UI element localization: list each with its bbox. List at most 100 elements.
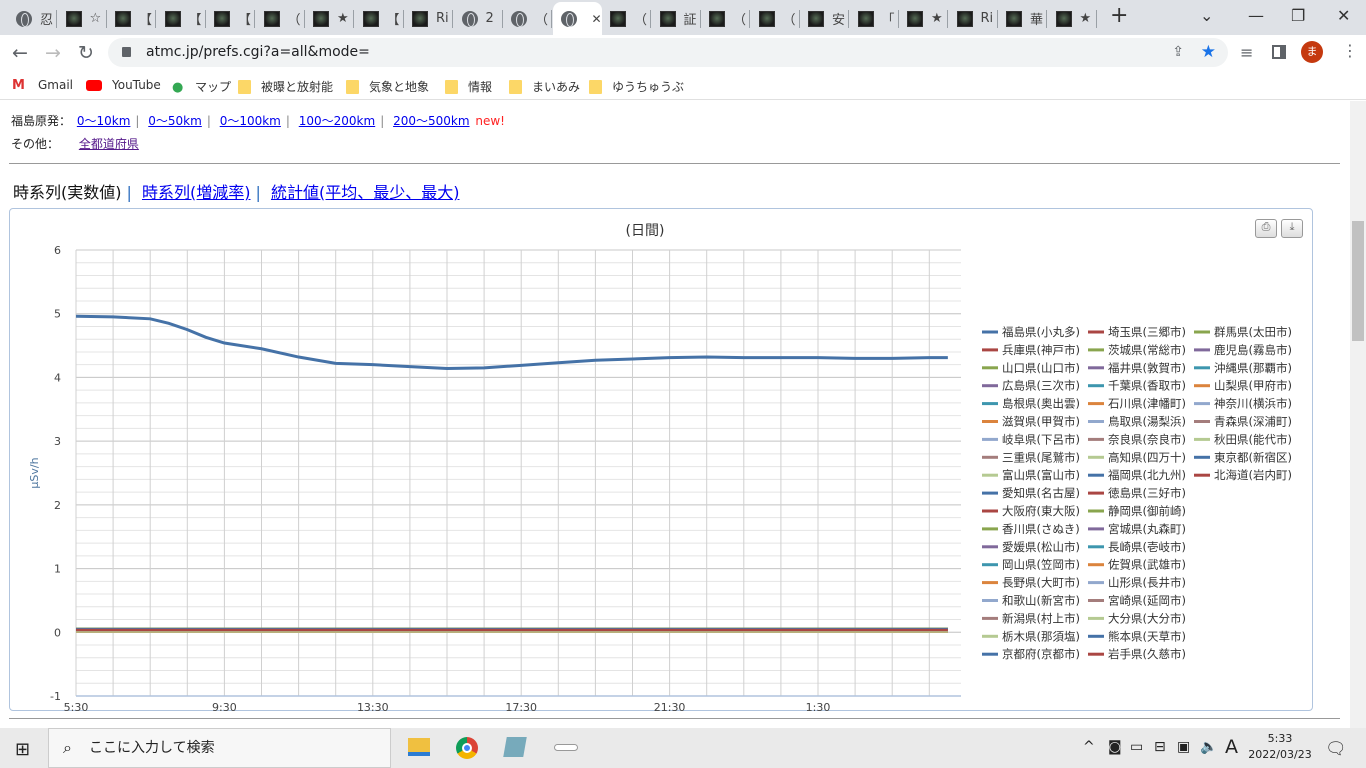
bookmark-youtube[interactable]: YouTube: [86, 78, 161, 92]
chart-container: 6 5 4 3 2 1 0 -1 5:30 9:30 13:30 17:30 21:30 1:30 (日間)…: [9, 208, 1313, 714]
back-button[interactable]: ←: [12, 42, 28, 64]
camera-icon[interactable]: ◙: [1108, 739, 1122, 755]
volume-icon[interactable]: 🔈: [1200, 739, 1218, 755]
browser-tab[interactable]: 安: [800, 2, 849, 35]
minimize-button[interactable]: —: [1248, 6, 1264, 25]
start-button[interactable]: ⊞: [15, 739, 31, 760]
link-100-200km[interactable]: 100～200km: [298, 114, 376, 128]
notification-icon[interactable]: 🗨: [1325, 739, 1347, 759]
search-icon: ⌕: [63, 738, 72, 757]
legend-item: 奈良県(奈良市): [1108, 432, 1186, 446]
taskbar: ⊞ ⌕ ここに入力して検索 ^ ◙ ▭ ⊟ ▣ 🔈 A 5:33 2022/03…: [0, 728, 1366, 768]
browser-tab[interactable]: ★: [305, 2, 354, 35]
browser-tab[interactable]: 華: [998, 2, 1047, 35]
bookmark-label: まいあみ: [532, 80, 581, 94]
thumbnail-icon: [412, 10, 428, 27]
browser-tab[interactable]: 【: [107, 2, 156, 35]
legend-item: 徳島県(三好市): [1108, 486, 1186, 500]
taskbar-search[interactable]: ⌕ ここに入力して検索: [48, 728, 391, 768]
bookmark-folder[interactable]: 気象と地象: [346, 78, 429, 95]
app-icon[interactable]: [503, 737, 527, 757]
battery-icon[interactable]: ▭: [1130, 739, 1144, 755]
browser-tab[interactable]: 証: [652, 2, 701, 35]
close-tab-icon[interactable]: ✕: [591, 11, 602, 26]
display-icon[interactable]: ▣: [1177, 739, 1191, 755]
browser-tab[interactable]: （: [602, 2, 651, 35]
scrollbar-thumb[interactable]: [1352, 221, 1364, 341]
view-link-rate[interactable]: 時系列(増減率): [141, 183, 251, 202]
tab-title: 【: [188, 13, 202, 28]
legend-item: 福井県(敦賀市): [1108, 361, 1186, 375]
bookmark-folder[interactable]: 被曝と放射能: [238, 78, 333, 95]
chart-title: (日間): [626, 223, 665, 239]
legend-item: 和歌山(新宮市): [1002, 594, 1080, 608]
browser-tab[interactable]: Ri: [404, 2, 453, 35]
tab-title: ☆: [89, 11, 102, 26]
clock[interactable]: 5:33 2022/03/23: [1245, 731, 1315, 763]
address-bar[interactable]: atmc.jp/prefs.cgi?a=all&mode= ⇪ ★: [108, 38, 1228, 67]
browser-tab[interactable]: 「: [850, 2, 899, 35]
side-panel-icon[interactable]: [1272, 45, 1286, 59]
legend-item: 滋賀県(甲賀市): [1002, 415, 1080, 429]
y-tick-label: 1: [54, 563, 61, 576]
browser-tab[interactable]: 【: [355, 2, 404, 35]
tab-title: 2: [485, 11, 494, 26]
url-text: atmc.jp/prefs.cgi?a=all&mode=: [146, 44, 370, 60]
bookmark-folder[interactable]: ゆうちゅうぶ: [589, 78, 684, 95]
tab-search-icon[interactable]: ⌄: [1200, 6, 1214, 25]
bookmark-maps[interactable]: ● マップ: [172, 78, 231, 95]
browser-tab[interactable]: （: [256, 2, 305, 35]
legend-item: 山梨県(甲府市): [1214, 379, 1292, 393]
link-0-100km[interactable]: 0～100km: [219, 114, 281, 128]
lock-icon: [122, 47, 131, 57]
browser-tab[interactable]: （: [701, 2, 750, 35]
forward-button[interactable]: →: [45, 42, 61, 64]
chrome-icon[interactable]: [456, 737, 478, 759]
bookmark-gmail[interactable]: M Gmail: [12, 78, 73, 93]
profile-avatar[interactable]: ま: [1301, 41, 1323, 63]
thumbnail-icon: [263, 10, 280, 27]
new-tab-button[interactable]: +: [1110, 3, 1129, 28]
legend-item: 鹿児島(霧島市): [1214, 343, 1292, 357]
show-hidden-icons[interactable]: ^: [1083, 739, 1095, 755]
view-link-stats[interactable]: 統計値(平均、最少、最大): [270, 183, 460, 202]
link-all-prefectures[interactable]: 全都道府県: [78, 137, 139, 151]
link-0-50km[interactable]: 0～50km: [148, 114, 202, 128]
clock-date: 2022/03/23: [1248, 748, 1312, 761]
legend-item: 三重県(尾鷲市): [1002, 450, 1080, 464]
browser-tab[interactable]: ★: [899, 2, 948, 35]
bookmark-star-icon[interactable]: ★: [1200, 42, 1216, 62]
network-icon[interactable]: ⊟: [1154, 739, 1166, 755]
folder-icon: [238, 79, 251, 94]
browser-tab[interactable]: ✕: [552, 2, 602, 35]
close-window-button[interactable]: ✕: [1337, 6, 1351, 25]
app-icon-2[interactable]: [554, 744, 578, 751]
browser-tab[interactable]: 2: [454, 2, 503, 35]
browser-tab[interactable]: ★: [1048, 2, 1097, 35]
bookmark-folder[interactable]: まいあみ: [509, 78, 580, 95]
browser-tab[interactable]: （: [503, 2, 552, 35]
browser-tab[interactable]: （: [751, 2, 800, 35]
divider: [9, 163, 1340, 164]
browser-tab[interactable]: 【: [157, 2, 206, 35]
restore-button[interactable]: ❐: [1291, 6, 1306, 25]
download-button[interactable]: ⤓: [1281, 219, 1303, 238]
link-200-500km[interactable]: 200～500km: [393, 114, 470, 128]
menu-icon[interactable]: ⋮: [1342, 41, 1358, 60]
vertical-scrollbar[interactable]: [1350, 101, 1366, 728]
print-button[interactable]: ⎙: [1255, 219, 1277, 238]
browser-tab[interactable]: 忍: [8, 2, 57, 35]
link-0-10km[interactable]: 0～10km: [76, 114, 131, 128]
file-explorer-icon[interactable]: [408, 738, 430, 756]
share-icon[interactable]: ⇪: [1172, 44, 1184, 60]
tab-title: ★: [1079, 11, 1092, 26]
x-tick-label: 21:30: [654, 701, 686, 712]
media-control-icon[interactable]: ≡: [1240, 43, 1254, 62]
bookmark-folder[interactable]: 情報: [445, 78, 492, 95]
reload-button[interactable]: ↻: [78, 42, 94, 64]
divider-bottom: [9, 718, 1340, 719]
browser-tab[interactable]: ☆: [58, 2, 107, 35]
browser-tab[interactable]: Ri: [949, 2, 998, 35]
browser-tab[interactable]: 【: [206, 2, 255, 35]
ime-indicator[interactable]: A: [1225, 736, 1238, 758]
